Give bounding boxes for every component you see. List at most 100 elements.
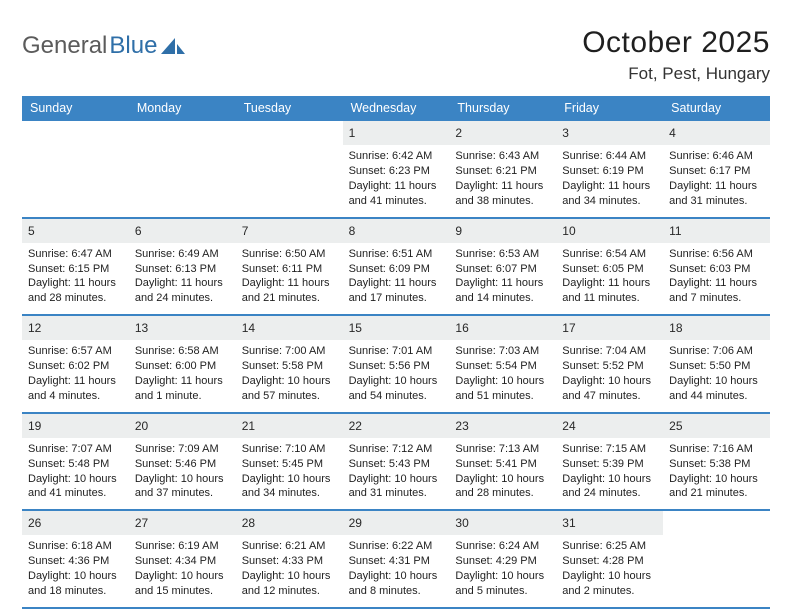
day-cell: 14Sunrise: 7:00 AMSunset: 5:58 PMDayligh… xyxy=(236,316,343,412)
title-block: October 2025 Fot, Pest, Hungary xyxy=(582,26,770,84)
sunrise-text: Sunrise: 6:25 AM xyxy=(562,539,657,554)
sunrise-text: Sunrise: 6:22 AM xyxy=(349,539,444,554)
day-cell: 31 Sunrise: 6:25 AMSunset: 4:28 PMDayligh… xyxy=(556,511,663,607)
day-number: 21 xyxy=(236,414,343,438)
sunset-text: Sunset: 4:34 PM xyxy=(135,554,230,569)
day-cell: 27Sunrise: 6:19 AMSunset: 4:34 PMDayligh… xyxy=(129,511,236,607)
sunrise-text: Sunrise: 7:13 AM xyxy=(455,442,550,457)
day-number: 16 xyxy=(449,316,556,340)
logo: General Blue xyxy=(22,26,185,60)
day-number: 9 xyxy=(449,219,556,243)
sunrise-text: Sunrise: 6:18 AM xyxy=(28,539,123,554)
sunrise-text: Sunrise: 6:21 AM xyxy=(242,539,337,554)
week-row: 5Sunrise: 6:47 AMSunset: 6:15 PMDaylight… xyxy=(22,219,770,317)
day-cell: 25Sunrise: 7:16 AMSunset: 5:38 PMDayligh… xyxy=(663,414,770,510)
daylight-text: Daylight: 10 hours and 37 minutes. xyxy=(135,472,230,502)
day-cell: 11Sunrise: 6:56 AMSunset: 6:03 PMDayligh… xyxy=(663,219,770,315)
day-header-sunday: Sunday xyxy=(22,96,129,121)
daylight-text: Daylight: 10 hours and 21 minutes. xyxy=(669,472,764,502)
header: General Blue October 2025 Fot, Pest, Hun… xyxy=(22,26,770,84)
day-header-tuesday: Tuesday xyxy=(236,96,343,121)
sunset-text: Sunset: 6:07 PM xyxy=(455,262,550,277)
day-cell: 15Sunrise: 7:01 AMSunset: 5:56 PMDayligh… xyxy=(343,316,450,412)
logo-sail-icon xyxy=(161,38,185,56)
day-number: 31 xyxy=(556,511,663,535)
sunrise-text: Sunrise: 6:49 AM xyxy=(135,247,230,262)
day-number: 14 xyxy=(236,316,343,340)
sunset-text: Sunset: 5:50 PM xyxy=(669,359,764,374)
sunrise-text: Sunrise: 6:57 AM xyxy=(28,344,123,359)
location: Fot, Pest, Hungary xyxy=(582,64,770,84)
daylight-text: Daylight: 11 hours and 21 minutes. xyxy=(242,276,337,306)
day-number: 15 xyxy=(343,316,450,340)
day-number: 5 xyxy=(22,219,129,243)
daylight-text: Daylight: 10 hours and 2 minutes. xyxy=(562,569,657,599)
day-cell: 26Sunrise: 6:18 AMSunset: 4:36 PMDayligh… xyxy=(22,511,129,607)
day-cell: 12Sunrise: 6:57 AMSunset: 6:02 PMDayligh… xyxy=(22,316,129,412)
day-header-thursday: Thursday xyxy=(449,96,556,121)
sunrise-text: Sunrise: 7:04 AM xyxy=(562,344,657,359)
sunset-text: Sunset: 6:05 PM xyxy=(562,262,657,277)
sunset-text: Sunset: 5:39 PM xyxy=(562,457,657,472)
sunrise-text: Sunrise: 6:50 AM xyxy=(242,247,337,262)
day-header-monday: Monday xyxy=(129,96,236,121)
sunset-text: Sunset: 6:17 PM xyxy=(669,164,764,179)
day-cell: 30Sunrise: 6:24 AMSunset: 4:29 PMDayligh… xyxy=(449,511,556,607)
sunset-text: Sunset: 5:41 PM xyxy=(455,457,550,472)
daylight-text: Daylight: 10 hours and 28 minutes. xyxy=(455,472,550,502)
day-number: 18 xyxy=(663,316,770,340)
sunrise-text: Sunrise: 6:56 AM xyxy=(669,247,764,262)
sunset-text: Sunset: 6:09 PM xyxy=(349,262,444,277)
empty-cell xyxy=(129,121,236,217)
daylight-text: Daylight: 11 hours and 31 minutes. xyxy=(669,179,764,209)
sunset-text: Sunset: 4:36 PM xyxy=(28,554,123,569)
sunset-text: Sunset: 6:03 PM xyxy=(669,262,764,277)
sunset-text: Sunset: 5:52 PM xyxy=(562,359,657,374)
day-cell: 24Sunrise: 7:15 AMSunset: 5:39 PMDayligh… xyxy=(556,414,663,510)
day-cell: 6Sunrise: 6:49 AMSunset: 6:13 PMDaylight… xyxy=(129,219,236,315)
sunset-text: Sunset: 5:58 PM xyxy=(242,359,337,374)
sunset-text: Sunset: 6:21 PM xyxy=(455,164,550,179)
sunrise-text: Sunrise: 7:06 AM xyxy=(669,344,764,359)
day-number: 29 xyxy=(343,511,450,535)
day-number: 8 xyxy=(343,219,450,243)
day-number: 2 xyxy=(449,121,556,145)
day-header-wednesday: Wednesday xyxy=(343,96,450,121)
day-number: 25 xyxy=(663,414,770,438)
sunrise-text: Sunrise: 6:24 AM xyxy=(455,539,550,554)
empty-cell xyxy=(236,121,343,217)
daylight-text: Daylight: 11 hours and 11 minutes. xyxy=(562,276,657,306)
daylight-text: Daylight: 10 hours and 57 minutes. xyxy=(242,374,337,404)
daylight-text: Daylight: 10 hours and 44 minutes. xyxy=(669,374,764,404)
day-number: 3 xyxy=(556,121,663,145)
day-number: 4 xyxy=(663,121,770,145)
week-row: 1Sunrise: 6:42 AMSunset: 6:23 PMDaylight… xyxy=(22,121,770,219)
daylight-text: Daylight: 10 hours and 34 minutes. xyxy=(242,472,337,502)
day-cell: 21Sunrise: 7:10 AMSunset: 5:45 PMDayligh… xyxy=(236,414,343,510)
sunrise-text: Sunrise: 6:44 AM xyxy=(562,149,657,164)
day-number: 12 xyxy=(22,316,129,340)
daylight-text: Daylight: 11 hours and 1 minute. xyxy=(135,374,230,404)
month-title: October 2025 xyxy=(582,26,770,60)
day-number: 17 xyxy=(556,316,663,340)
sunrise-text: Sunrise: 7:09 AM xyxy=(135,442,230,457)
sunset-text: Sunset: 6:23 PM xyxy=(349,164,444,179)
day-number: 7 xyxy=(236,219,343,243)
day-number: 27 xyxy=(129,511,236,535)
daylight-text: Daylight: 11 hours and 24 minutes. xyxy=(135,276,230,306)
sunset-text: Sunset: 4:28 PM xyxy=(562,554,657,569)
sunrise-text: Sunrise: 6:47 AM xyxy=(28,247,123,262)
sunrise-text: Sunrise: 7:07 AM xyxy=(28,442,123,457)
sunset-text: Sunset: 5:38 PM xyxy=(669,457,764,472)
day-number: 10 xyxy=(556,219,663,243)
sunrise-text: Sunrise: 7:10 AM xyxy=(242,442,337,457)
day-cell: 4Sunrise: 6:46 AMSunset: 6:17 PMDaylight… xyxy=(663,121,770,217)
day-number: 28 xyxy=(236,511,343,535)
sunrise-text: Sunrise: 6:43 AM xyxy=(455,149,550,164)
day-cell: 7Sunrise: 6:50 AMSunset: 6:11 PMDaylight… xyxy=(236,219,343,315)
day-cell: 1Sunrise: 6:42 AMSunset: 6:23 PMDaylight… xyxy=(343,121,450,217)
day-header-saturday: Saturday xyxy=(663,96,770,121)
day-number: 30 xyxy=(449,511,556,535)
sunrise-text: Sunrise: 6:53 AM xyxy=(455,247,550,262)
daylight-text: Daylight: 10 hours and 5 minutes. xyxy=(455,569,550,599)
